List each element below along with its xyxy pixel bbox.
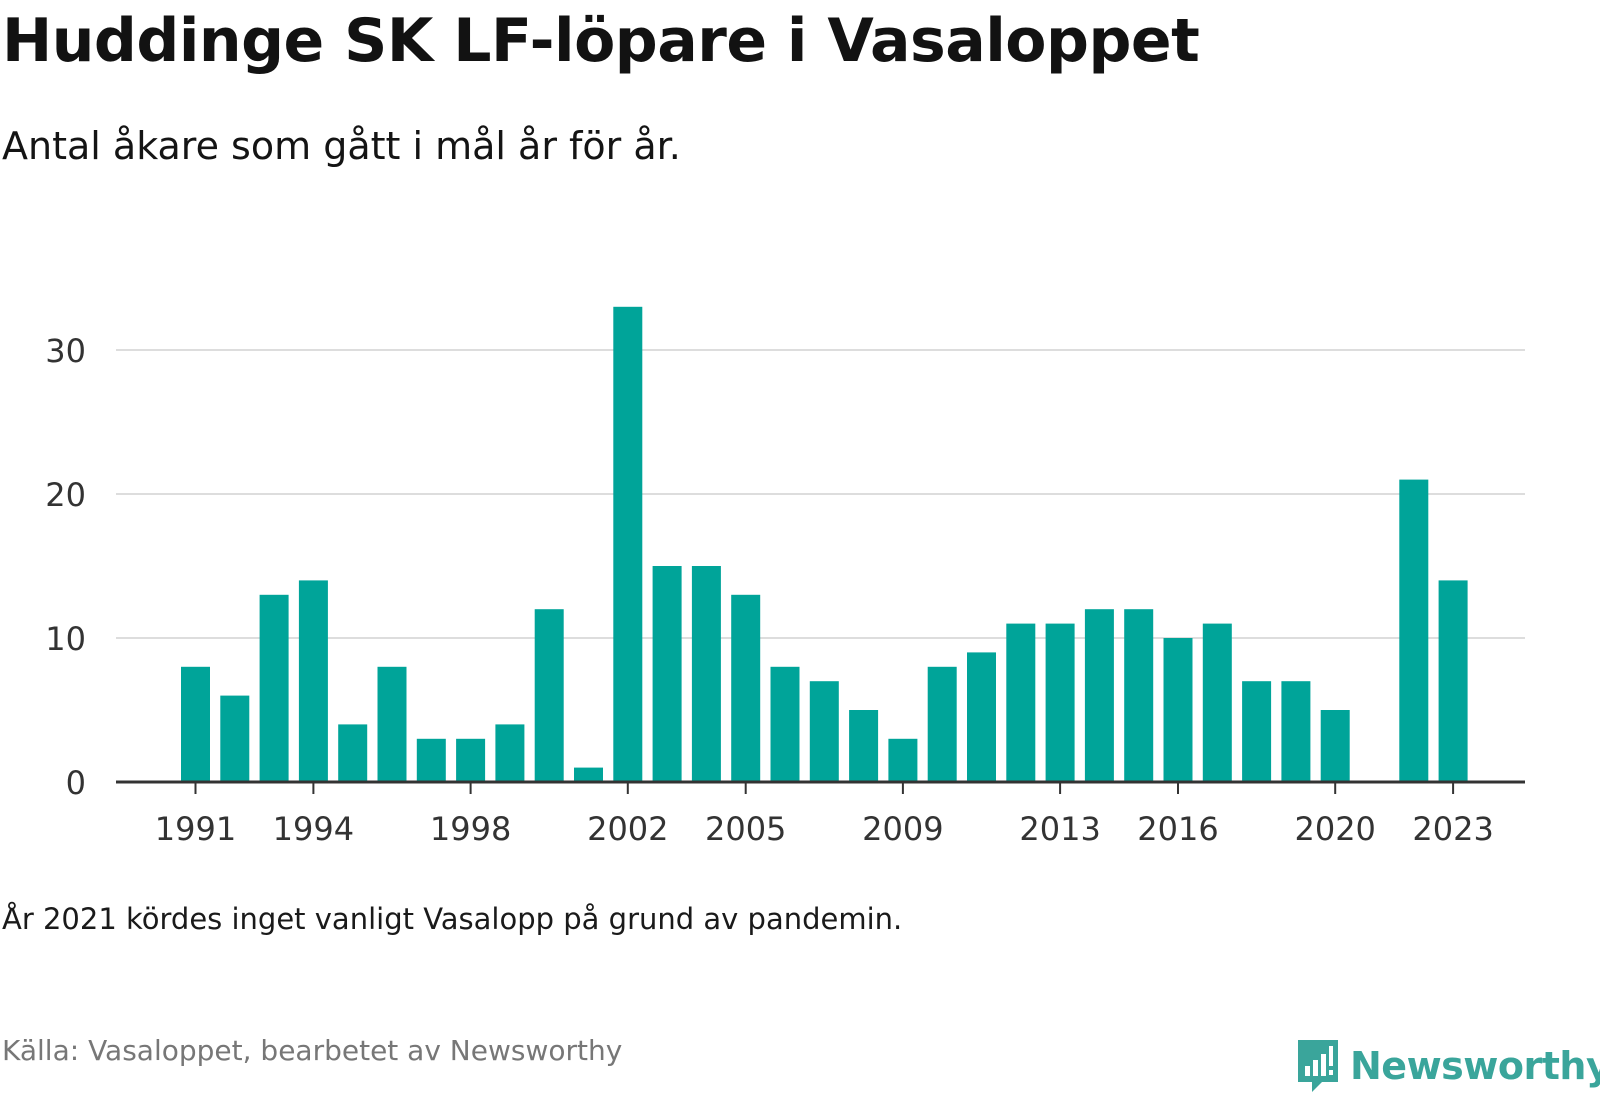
bar-2009	[888, 738, 918, 782]
footnote: År 2021 kördes inget vanligt Vasalopp på…	[2, 902, 903, 936]
bar-chart: 0 10 20 30 1991 1994 1998 2002 2005 2009 2013 2016 2…	[45, 306, 1525, 848]
x-tick-label: 2023	[1412, 810, 1493, 848]
x-tick-label: 2002	[587, 810, 668, 848]
axes: 0 10 20 30 1991 1994 1998 2002 2005 2009 2013 2016 2…	[45, 332, 1525, 848]
bar-2023	[1438, 580, 1468, 782]
gridlines	[116, 349, 1525, 639]
bar-2018	[1242, 681, 1272, 782]
bar-2012	[1006, 623, 1036, 782]
y-tick-label: 0	[66, 764, 86, 802]
bar-2014	[1084, 609, 1114, 782]
bar-2019	[1281, 681, 1311, 782]
bar-2001	[574, 767, 603, 782]
bar-2015	[1124, 609, 1154, 782]
newsworthy-logo-icon	[1298, 1040, 1338, 1092]
bar-2013	[1045, 623, 1075, 782]
y-tick-label: 10	[45, 620, 86, 658]
x-tick-label: 2013	[1019, 810, 1100, 848]
bar-1998	[456, 738, 486, 782]
bar-2003	[652, 566, 682, 782]
y-tick-label: 30	[45, 332, 86, 370]
bar-1997	[416, 738, 446, 782]
bar-1992	[220, 695, 250, 782]
chart-subtitle: Antal åkare som gått i mål år för år.	[2, 124, 681, 168]
bar-1995	[338, 724, 368, 782]
source-credit: Källa: Vasaloppet, bearbetet av Newswort…	[2, 1034, 623, 1067]
bar-1994	[298, 580, 328, 782]
x-tick-label: 2020	[1294, 810, 1375, 848]
bar-2007	[809, 681, 839, 782]
bar-2004	[691, 566, 721, 782]
chart-title: Huddinge SK LF-löpare i Vasaloppet	[2, 6, 1200, 76]
bar-2005	[731, 594, 761, 782]
bar-2008	[849, 710, 879, 782]
brand-logo-group: Newsworthy	[1294, 1036, 1600, 1096]
y-tick-label: 20	[45, 476, 86, 514]
bar-2002	[613, 306, 643, 782]
bar-1991	[181, 666, 210, 782]
bar-2000	[534, 609, 564, 782]
bar-1999	[495, 724, 525, 782]
bar-2006	[770, 666, 800, 782]
bar-2022	[1399, 479, 1429, 782]
bar-2016	[1163, 638, 1193, 782]
bar-2010	[927, 666, 957, 782]
bar-2011	[967, 652, 996, 782]
bar-2020	[1320, 710, 1350, 782]
x-tick-label: 2009	[862, 810, 943, 848]
x-tick-label: 2005	[705, 810, 786, 848]
bar-1993	[259, 594, 289, 782]
x-tick-label: 2016	[1137, 810, 1218, 848]
x-tick-label: 1991	[155, 810, 236, 848]
bar-1996	[377, 666, 407, 782]
bar-2017	[1202, 623, 1232, 782]
bars	[181, 306, 1468, 782]
x-tick-label: 1998	[430, 810, 511, 848]
x-tick-label: 1994	[273, 810, 354, 848]
brand-name: Newsworthy	[1350, 1044, 1600, 1088]
